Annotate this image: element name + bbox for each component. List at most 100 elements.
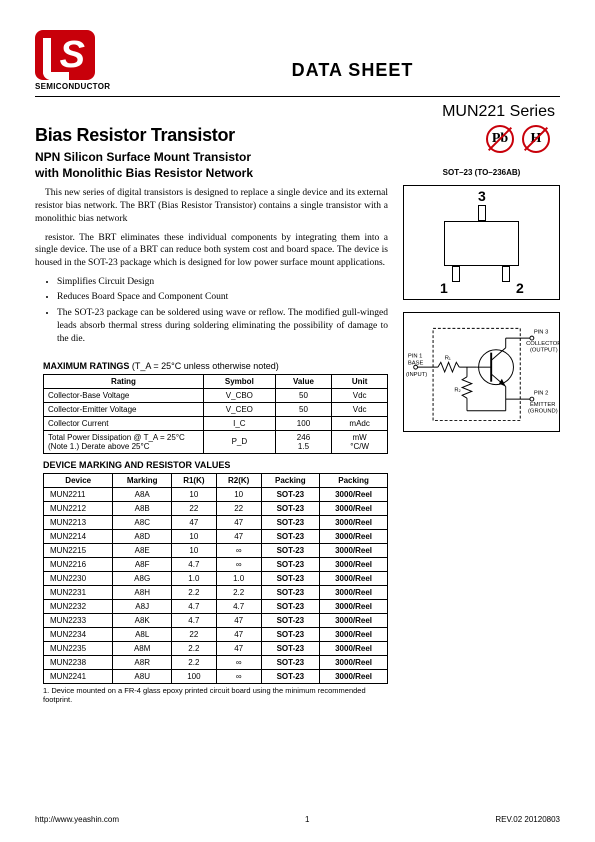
table-cell: ∞ (216, 543, 261, 557)
footnote: 1. Device mounted on a FR-4 glass epoxy … (43, 686, 388, 704)
header: SEMICONDUCTOR DATA SHEET (35, 30, 560, 91)
table-cell: 3000/Reel (320, 543, 388, 557)
table-cell: 10 (171, 529, 216, 543)
datasheet-title: DATA SHEET (145, 60, 560, 81)
table-cell: SOT-23 (261, 627, 320, 641)
marking-title: DEVICE MARKING AND RESISTOR VALUES (43, 460, 388, 470)
sub-heading-1: NPN Silicon Surface Mount Transistor (35, 150, 251, 164)
table-row: MUN2215A8E10∞SOT-233000/Reel (44, 543, 388, 557)
table-cell: A8R (113, 655, 172, 669)
pb-free-icon: Pb (486, 125, 514, 153)
bullet-item: Simplifies Circuit Design (57, 276, 388, 289)
table-cell: ∞ (216, 557, 261, 571)
table-cell: MUN2241 (44, 669, 113, 683)
table-cell: MUN2235 (44, 641, 113, 655)
table-cell: ∞ (216, 655, 261, 669)
table-cell: MUN2215 (44, 543, 113, 557)
table-cell: SOT-23 (261, 613, 320, 627)
logo-block: SEMICONDUCTOR (35, 30, 145, 91)
table-header: R1(K) (171, 473, 216, 487)
package-label: SOT–23 (TO–236AB) (403, 168, 560, 177)
table-cell: 3000/Reel (320, 669, 388, 683)
table-cell: 2.2 (216, 585, 261, 599)
svg-text:(GROUND): (GROUND) (528, 409, 558, 415)
main-heading: Bias Resistor Transistor (35, 125, 388, 146)
series-name: MUN221 Series (35, 103, 560, 121)
footer-rev: REV.02 20120803 (495, 815, 560, 824)
table-cell: 1.0 (216, 571, 261, 585)
pin1-text: PIN 1 (408, 353, 423, 359)
table-cell: 47 (216, 613, 261, 627)
table-row: Total Power Dissipation @ T_A = 25°C(Not… (44, 430, 388, 453)
table-cell: 3000/Reel (320, 655, 388, 669)
table-cell: A8A (113, 487, 172, 501)
svg-text:EMITTER: EMITTER (530, 402, 555, 408)
table-cell: A8L (113, 627, 172, 641)
table-cell: A8G (113, 571, 172, 585)
table-header: Marking (113, 473, 172, 487)
table-row: MUN2214A8D1047SOT-233000/Reel (44, 529, 388, 543)
table-row: MUN2216A8F4.7∞SOT-233000/Reel (44, 557, 388, 571)
table-cell: mW°C/W (332, 430, 388, 453)
left-column: Bias Resistor Transistor NPN Silicon Sur… (35, 125, 388, 704)
footer: http://www.yeashin.com 1 REV.02 20120803 (35, 815, 560, 824)
table-cell: 3000/Reel (320, 515, 388, 529)
table-cell: Total Power Dissipation @ T_A = 25°C(Not… (44, 430, 204, 453)
table-cell: SOT-23 (261, 529, 320, 543)
halogen-free-icon: H (522, 125, 550, 153)
table-cell: 3000/Reel (320, 599, 388, 613)
table-cell: MUN2231 (44, 585, 113, 599)
table-cell: 4.7 (171, 599, 216, 613)
table-header: Rating (44, 374, 204, 388)
table-cell: 1.0 (171, 571, 216, 585)
table-cell: 50 (275, 388, 332, 402)
table-cell: MUN2212 (44, 501, 113, 515)
table-cell: 22 (171, 501, 216, 515)
table-row: MUN2241A8U100∞SOT-233000/Reel (44, 669, 388, 683)
table-cell: MUN2234 (44, 627, 113, 641)
table-cell: 47 (216, 627, 261, 641)
table-cell: V_CBO (204, 388, 276, 402)
table-cell: 3000/Reel (320, 529, 388, 543)
table-cell: ∞ (216, 669, 261, 683)
pin3-label: 3 (478, 188, 486, 204)
table-cell: A8C (113, 515, 172, 529)
table-cell: 50 (275, 402, 332, 416)
table-row: MUN2230A8G1.01.0SOT-233000/Reel (44, 571, 388, 585)
table-cell: 47 (216, 641, 261, 655)
table-row: MUN2211A8A1010SOT-233000/Reel (44, 487, 388, 501)
table-cell: MUN2211 (44, 487, 113, 501)
table-cell: 2.2 (171, 655, 216, 669)
svg-text:BASE: BASE (408, 360, 424, 366)
sot-body-icon (444, 221, 519, 266)
paragraph-2: resistor. The BRT eliminates these indiv… (35, 232, 388, 270)
table-cell: MUN2238 (44, 655, 113, 669)
table-cell: 3000/Reel (320, 571, 388, 585)
table-header: Value (275, 374, 332, 388)
svg-text:(OUTPUT): (OUTPUT) (530, 348, 558, 354)
maxratings-cond: (T_A = 25°C unless otherwise noted) (129, 361, 278, 371)
table-cell: I_C (204, 416, 276, 430)
table-cell: Vdc (332, 402, 388, 416)
table-cell: 4.7 (216, 599, 261, 613)
table-cell: 10 (171, 543, 216, 557)
table-cell: A8J (113, 599, 172, 613)
table-row: MUN2231A8H2.22.2SOT-233000/Reel (44, 585, 388, 599)
title-center: DATA SHEET (145, 30, 560, 81)
table-row: MUN2212A8B2222SOT-233000/Reel (44, 501, 388, 515)
svg-text:(INPUT): (INPUT) (406, 372, 427, 378)
table-cell: 47 (171, 515, 216, 529)
table-cell: SOT-23 (261, 655, 320, 669)
table-row: MUN2213A8C4747SOT-233000/Reel (44, 515, 388, 529)
svg-text:COLLECTOR: COLLECTOR (526, 341, 559, 347)
table-cell: 3000/Reel (320, 501, 388, 515)
footer-page: 1 (305, 815, 309, 824)
table-cell: 22 (216, 501, 261, 515)
bullet-item: Reduces Board Space and Component Count (57, 291, 388, 304)
table-cell: SOT-23 (261, 515, 320, 529)
table-cell: SOT-23 (261, 669, 320, 683)
paragraph-1: This new series of digital transistors i… (35, 187, 388, 225)
table-cell: 2.2 (171, 585, 216, 599)
table-cell: 47 (216, 529, 261, 543)
table-cell: Collector-Base Voltage (44, 388, 204, 402)
